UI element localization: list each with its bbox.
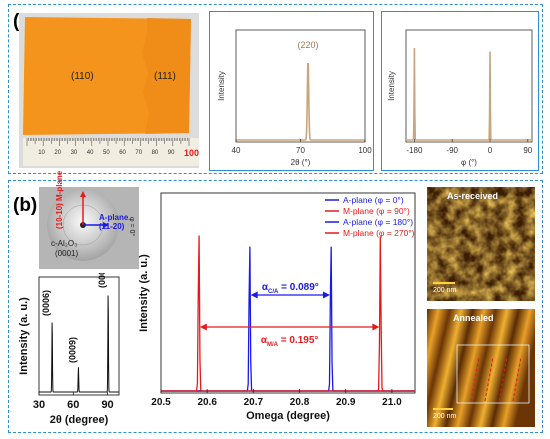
- afm-as-received: As-received 200 nm: [427, 187, 535, 301]
- peak-label: (0006): [41, 290, 51, 316]
- peak-label-220: (220): [298, 40, 319, 50]
- y-axis-label: Intensity (a. u.): [18, 297, 30, 375]
- peak-label: (00012): [97, 273, 107, 288]
- afm-bottom-scale: 200 nm: [433, 413, 457, 420]
- x-axis-label: Omega (degree): [246, 410, 330, 422]
- x-tick-label: -90: [446, 146, 458, 155]
- xrd-2theta-chart: 40 70 100 2θ (°) Intensity (220): [209, 11, 374, 171]
- ruler-number: 30: [70, 150, 78, 156]
- label-110: (110): [71, 71, 94, 82]
- ruler-numbers: 10 20 30 40 50 60 70 80 90 100: [19, 148, 200, 162]
- panel-b-label: (b): [13, 195, 38, 216]
- arrowhead: [250, 291, 258, 299]
- x-tick-label: 20.5: [151, 397, 171, 408]
- x-tick-label: 90: [523, 146, 532, 155]
- arrowhead: [322, 291, 330, 299]
- x-tick-label: 40: [232, 146, 241, 155]
- ruler-number: 40: [86, 150, 94, 156]
- ruler-number: 70: [135, 150, 143, 156]
- afm-top-scale: 200 nm: [433, 287, 457, 294]
- x-axis-label: 2θ (°): [291, 158, 311, 167]
- annotation-c-a: αC/A = 0.089°: [262, 282, 319, 295]
- x-tick-label: 20.6: [197, 397, 217, 408]
- substrate-label-1: c-Al₂O₃: [51, 239, 78, 248]
- ruler-number: 50: [103, 150, 110, 156]
- x-tick-label: 20.8: [290, 397, 310, 408]
- y-axis-label: Intensity: [387, 71, 396, 101]
- x-tick-label: 0: [488, 146, 493, 155]
- x-tick-label: 21.0: [382, 397, 402, 408]
- omega-series-line: [161, 235, 415, 392]
- omega-scan-chart: A-plane (φ = 0°) M-plane (φ = 90°) A-plane…: [127, 185, 423, 429]
- arrowhead: [199, 323, 207, 331]
- legend-entry: A-plane (φ = 180°): [343, 217, 413, 227]
- m-plane-label: (10-10) M-plane: [55, 170, 64, 229]
- x-tick-label: 90: [101, 399, 113, 411]
- x-tick-label: 20.7: [244, 397, 264, 408]
- ruler-number: 80: [151, 150, 159, 156]
- x-tick-label: 60: [67, 399, 79, 411]
- small-xrd-chart: (0006) (0009) (00012) 30 60 90 2θ (degree) Inte…: [13, 257, 125, 429]
- phi-scan-chart: -180 -90 0 90 φ (°) Intensity: [381, 11, 539, 171]
- small-xrd-line: [39, 295, 119, 393]
- ruler-number: 10: [38, 150, 45, 156]
- ruler-number: 20: [54, 150, 62, 156]
- ruler-number: 60: [119, 150, 126, 156]
- legend-entry: A-plane (φ = 0°): [343, 195, 404, 205]
- y-axis-label: Intensity (a. u.): [138, 254, 150, 332]
- diffraction-pattern: (10-10) M-plane A-plane (11-20) φ = 0° c…: [39, 171, 139, 269]
- x-tick-label: -180: [406, 146, 423, 155]
- panel-b: (b) (10-10) M-plane A-plane (11-20) φ = …: [8, 171, 543, 433]
- ruler-number: 100: [184, 148, 200, 158]
- peak-label: (0009): [67, 337, 77, 363]
- plot-frame: [160, 192, 416, 394]
- ruler-number: 90: [167, 150, 175, 156]
- annotation-m-a: αM/A = 0.195°: [261, 335, 319, 348]
- substrate-label-2: (0001): [55, 249, 79, 258]
- legend-entry: M-plane (φ = 90°): [343, 206, 410, 216]
- arrowhead: [372, 323, 380, 331]
- x-tick-label: 20.9: [336, 397, 356, 408]
- afm-annealed: Annealed 200 nm: [427, 309, 535, 427]
- plot-frame: [405, 29, 533, 143]
- afm-bottom-title: Annealed: [453, 313, 494, 323]
- x-axis-label: φ (°): [461, 158, 477, 167]
- x-tick-label: 30: [33, 399, 45, 411]
- x-axis-label: 2θ (degree): [50, 414, 109, 426]
- afm-top-title: As-received: [447, 191, 499, 201]
- sample-photo: (110) (111) 10 20 30 40 50 60 70 80 90 100: [19, 13, 199, 168]
- xrd-series-line: [236, 63, 365, 141]
- a-plane-label: A-plane (11-20): [99, 213, 129, 231]
- y-axis-label: Intensity: [217, 71, 226, 101]
- legend-entry: M-plane (φ = 270°): [343, 228, 415, 238]
- label-111: (111): [154, 71, 176, 82]
- x-tick-label: 70: [296, 146, 305, 155]
- phi-series-line: [406, 47, 532, 141]
- x-tick-label: 100: [358, 146, 372, 155]
